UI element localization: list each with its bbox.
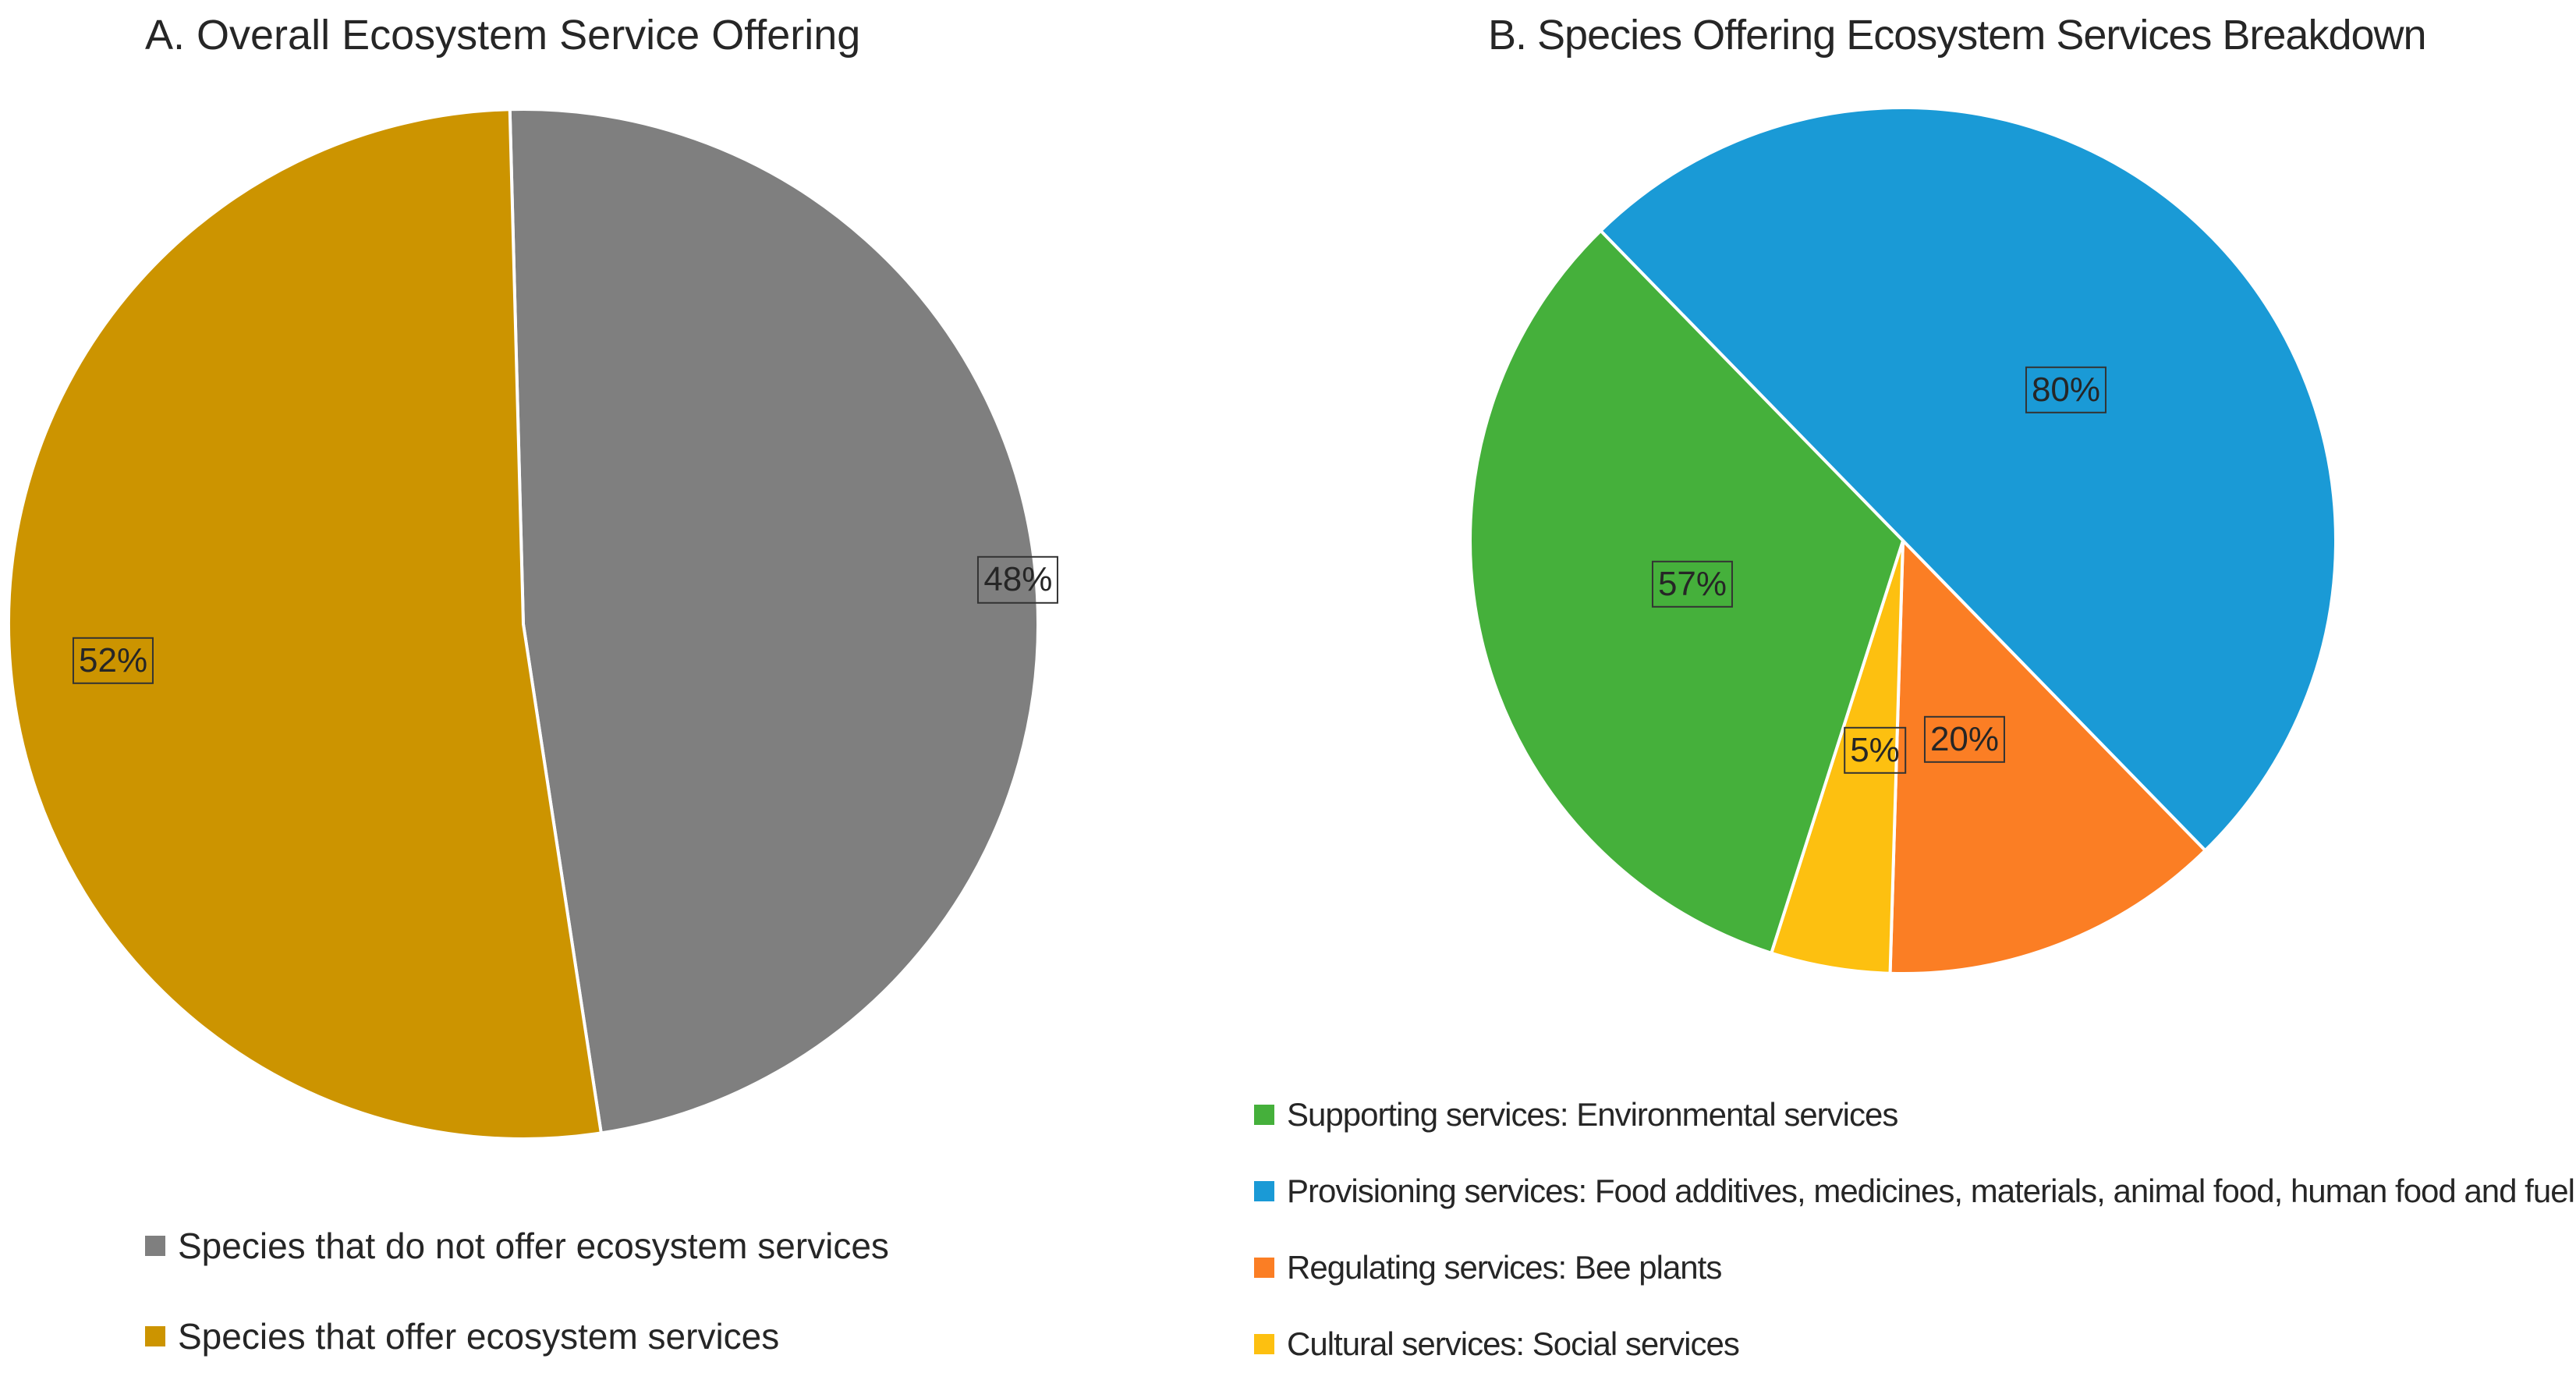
chart-a-legend-label: Species that do not offer ecosystem serv… [178,1226,889,1266]
chart-b-legend-swatch [1254,1105,1274,1125]
chart-b-title: B. Species Offering Ecosystem Services B… [1488,12,2427,59]
chart-b-legend-label: Supporting services: Environmental servi… [1287,1096,1898,1133]
pie-b-data-label: 57% [1651,560,1734,608]
chart-a-legend-label: Species that offer ecosystem services [178,1316,780,1357]
pie-b-slice-regulating-services-bee-plants [1888,537,2208,975]
chart-b-legend-swatch [1254,1334,1274,1354]
pie-a-data-label: 52% [73,637,154,685]
chart-b-legend-swatch [1254,1181,1274,1201]
chart-a-title: A. Overall Ecosystem Service Offering [145,12,861,59]
chart-a-legend-swatch [145,1326,165,1346]
chart-b-legend-item: Regulating services: Bee plants [1254,1249,1722,1286]
chart-a-legend-swatch [145,1236,165,1256]
chart-b-legend-label: Cultural services: Social services [1287,1325,1740,1362]
pie-a-data-label: 48% [977,556,1059,604]
chart-a-legend-item: Species that do not offer ecosystem serv… [145,1225,889,1267]
chart-a-legend-item: Species that offer ecosystem services [145,1315,779,1357]
pie-b-slice-provisioning-services-food-additives-med [1598,106,2337,853]
pie-a-slice-species-that-do-not-offer-ecosystem-serv [508,108,1040,1135]
chart-b-legend-label: Regulating services: Bee plants [1287,1249,1722,1286]
chart-b-legend-swatch [1254,1258,1274,1278]
pie-a-slice-species-that-offer-ecosystem-services [7,108,604,1141]
chart-b-legend-label: Provisioning services: Food additives, m… [1287,1173,2575,1209]
pie-b-slice-supporting-services-environmental-servic [1469,228,1905,956]
chart-b-legend-item: Supporting services: Environmental servi… [1254,1096,1898,1134]
pie-b-data-label: 5% [1844,726,1906,775]
chart-b-legend-item: Cultural services: Social services [1254,1325,1740,1363]
pie-b-data-label: 80% [2025,366,2107,414]
pie-b-data-label: 20% [1923,715,2006,764]
chart-b-legend-item: Provisioning services: Food additives, m… [1254,1173,2575,1210]
